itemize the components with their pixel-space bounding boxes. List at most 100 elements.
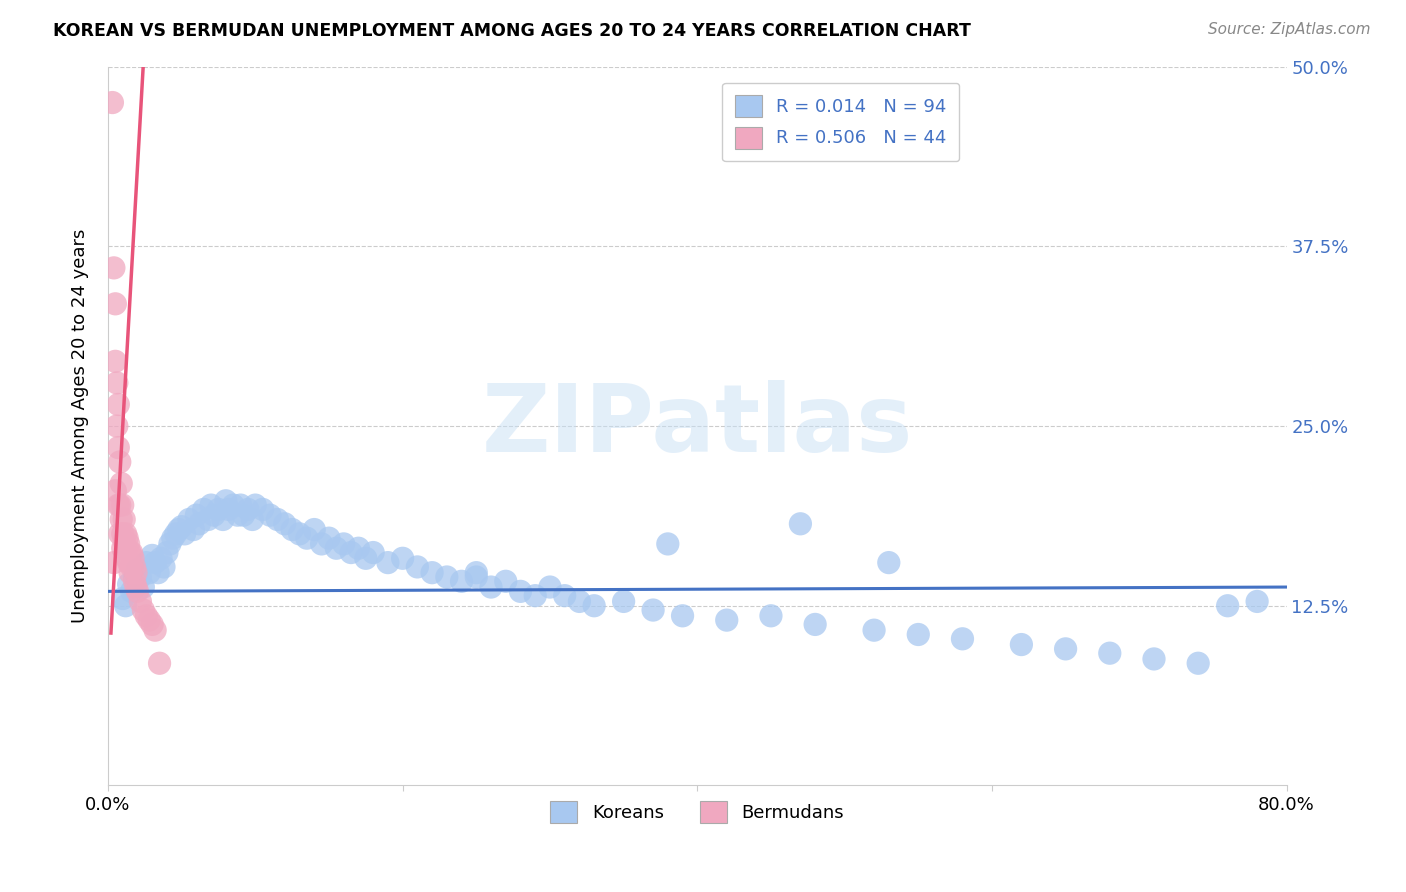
Point xyxy=(212,512,235,526)
Point xyxy=(177,512,200,526)
Point xyxy=(193,502,215,516)
Point xyxy=(138,566,160,580)
Point xyxy=(112,534,135,549)
Point xyxy=(135,608,157,623)
Point xyxy=(583,599,606,613)
Point xyxy=(122,551,145,566)
Point xyxy=(138,613,160,627)
Point xyxy=(173,526,195,541)
Point xyxy=(1010,638,1032,652)
Point xyxy=(124,574,146,589)
Point xyxy=(218,502,240,516)
Point xyxy=(1098,646,1121,660)
Point xyxy=(554,589,576,603)
Point xyxy=(325,541,347,556)
Point xyxy=(252,502,274,516)
Point xyxy=(318,531,340,545)
Point xyxy=(111,498,134,512)
Point xyxy=(114,541,136,556)
Point xyxy=(259,508,281,523)
Point xyxy=(162,531,184,545)
Point xyxy=(141,549,163,563)
Point xyxy=(236,502,259,516)
Point xyxy=(159,537,181,551)
Point xyxy=(117,556,139,570)
Point xyxy=(111,591,134,606)
Point xyxy=(125,566,148,580)
Point xyxy=(657,537,679,551)
Point xyxy=(197,512,219,526)
Point xyxy=(643,603,665,617)
Point xyxy=(420,566,443,580)
Point xyxy=(101,95,124,110)
Legend: Koreans, Bermudans: Koreans, Bermudans xyxy=(543,794,852,830)
Point xyxy=(124,570,146,584)
Point xyxy=(129,570,152,584)
Point xyxy=(354,551,377,566)
Point xyxy=(170,519,193,533)
Point xyxy=(613,594,636,608)
Point xyxy=(183,523,205,537)
Point xyxy=(103,556,125,570)
Point xyxy=(111,526,134,541)
Point xyxy=(332,537,354,551)
Point xyxy=(804,617,827,632)
Point xyxy=(108,526,131,541)
Point xyxy=(115,531,138,545)
Point xyxy=(103,260,125,275)
Point xyxy=(671,608,693,623)
Point xyxy=(295,531,318,545)
Point xyxy=(907,627,929,641)
Point xyxy=(495,574,517,589)
Point xyxy=(222,498,245,512)
Point xyxy=(186,508,208,523)
Point xyxy=(117,577,139,591)
Point xyxy=(125,580,148,594)
Point xyxy=(524,589,547,603)
Point xyxy=(105,376,128,390)
Point xyxy=(509,584,531,599)
Point xyxy=(146,566,169,580)
Point xyxy=(200,498,222,512)
Text: ZIPatlas: ZIPatlas xyxy=(482,380,912,472)
Point xyxy=(135,556,157,570)
Point xyxy=(406,560,429,574)
Point xyxy=(188,516,211,531)
Point xyxy=(361,545,384,559)
Point xyxy=(114,526,136,541)
Point xyxy=(120,545,142,559)
Point xyxy=(716,613,738,627)
Point xyxy=(229,498,252,512)
Point xyxy=(132,580,155,594)
Point xyxy=(104,483,127,498)
Point xyxy=(479,580,502,594)
Point xyxy=(121,560,143,574)
Point xyxy=(105,419,128,434)
Point xyxy=(115,551,138,566)
Point xyxy=(952,632,974,646)
Y-axis label: Unemployment Among Ages 20 to 24 years: Unemployment Among Ages 20 to 24 years xyxy=(72,229,89,624)
Point xyxy=(215,493,238,508)
Point xyxy=(436,570,458,584)
Point xyxy=(111,541,134,556)
Point xyxy=(207,502,229,516)
Point xyxy=(266,512,288,526)
Point xyxy=(304,523,326,537)
Point xyxy=(129,594,152,608)
Point xyxy=(465,570,488,584)
Point xyxy=(450,574,472,589)
Point xyxy=(1054,641,1077,656)
Point xyxy=(108,498,131,512)
Point xyxy=(202,508,225,523)
Point xyxy=(110,476,132,491)
Point xyxy=(863,623,886,637)
Point xyxy=(112,512,135,526)
Point xyxy=(568,594,591,608)
Point xyxy=(288,526,311,541)
Point xyxy=(120,566,142,580)
Point xyxy=(114,599,136,613)
Point xyxy=(143,623,166,637)
Point xyxy=(121,584,143,599)
Point xyxy=(281,523,304,537)
Point xyxy=(274,516,297,531)
